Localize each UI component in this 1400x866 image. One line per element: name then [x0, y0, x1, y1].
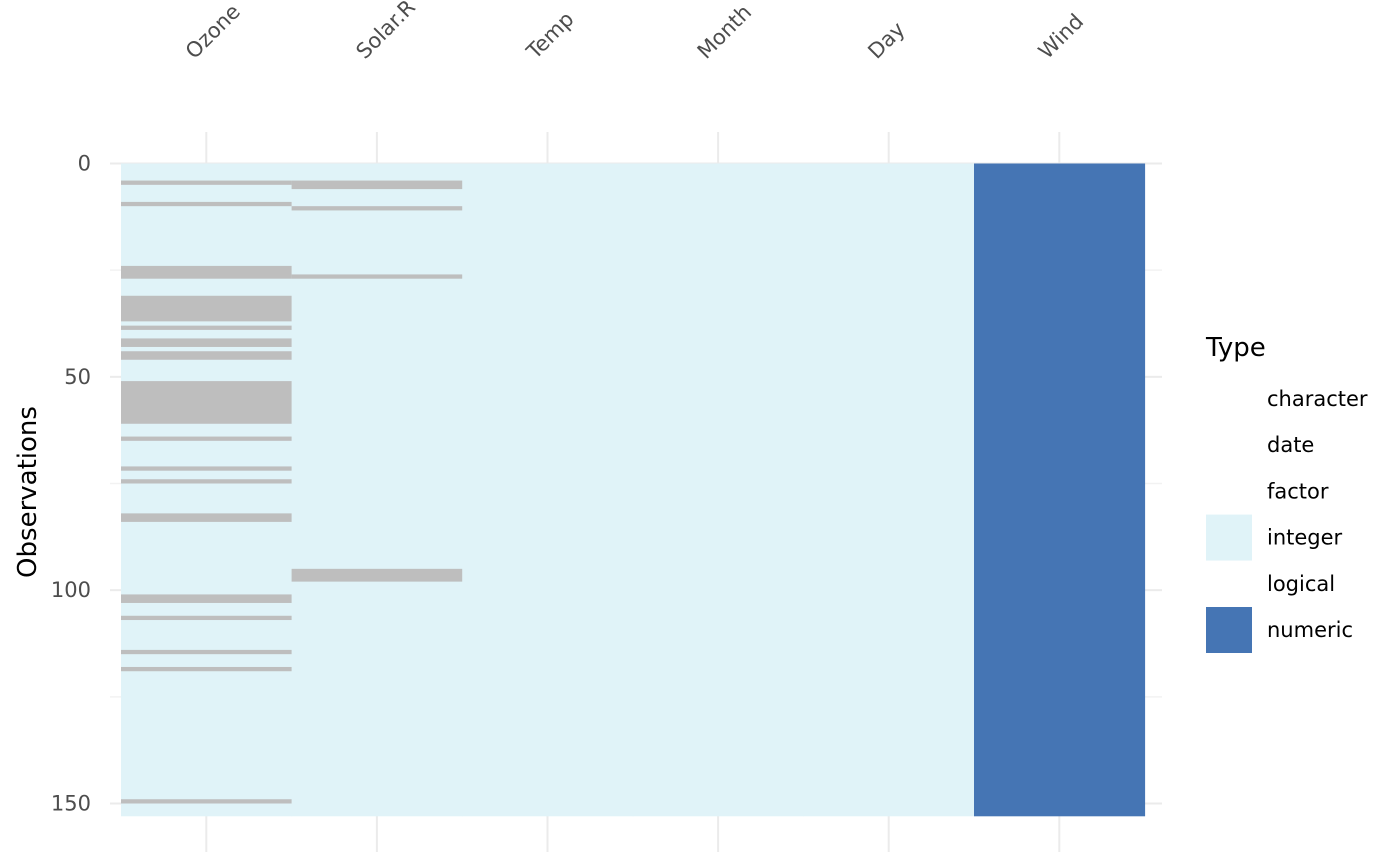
y-tick-label: 0	[78, 152, 91, 176]
x-tick-label: Day	[863, 17, 909, 63]
missing-bar-ozone	[121, 436, 292, 441]
missing-bar-solar-r	[291, 274, 463, 279]
missing-bar-ozone	[121, 649, 292, 655]
y-axis-title: Observations	[13, 406, 43, 578]
legend-label-factor: factor	[1267, 479, 1329, 503]
x-tick-labels: Ozone Solar.R Temp Month Day Wind	[181, 0, 1088, 64]
missing-bar-ozone	[121, 799, 292, 804]
legend-key-factor	[1206, 468, 1252, 515]
legend-label-date: date	[1267, 433, 1314, 457]
y-tick-label: 100	[51, 578, 91, 602]
x-tick-label: Ozone	[181, 0, 245, 64]
type-tile-temp	[462, 163, 634, 817]
missing-bar-solar-r	[291, 568, 463, 582]
x-tick-label: Wind	[1034, 9, 1088, 63]
type-tile-month	[632, 163, 804, 817]
missing-bar-ozone	[121, 666, 292, 672]
missing-bar-ozone	[121, 180, 292, 185]
y-tick-label: 150	[51, 792, 91, 816]
legend-key-character	[1206, 376, 1252, 422]
missing-bar-ozone	[121, 338, 292, 347]
legend-key-numeric	[1206, 607, 1252, 653]
legend-key-integer	[1206, 514, 1252, 561]
missing-bar-ozone	[121, 351, 292, 360]
missing-bar-ozone	[121, 513, 292, 522]
missing-bar-ozone	[121, 615, 292, 621]
missing-bar-ozone	[121, 466, 292, 471]
type-tile-ozone	[121, 163, 293, 817]
legend-label-logical: logical	[1267, 572, 1335, 596]
legend: Type character date factor integer logical nu…	[1205, 333, 1368, 653]
y-tick-label: 50	[64, 365, 91, 389]
x-tick-label: Temp	[521, 7, 578, 64]
legend-label-numeric: numeric	[1267, 618, 1353, 642]
legend-key-logical	[1206, 560, 1252, 607]
missing-bar-ozone	[121, 295, 292, 322]
missing-bar-ozone	[121, 381, 292, 424]
missing-bar-ozone	[121, 201, 292, 207]
x-tick-label: Solar.R	[351, 0, 419, 64]
legend-title: Type	[1205, 333, 1266, 363]
missing-bar-ozone	[121, 479, 292, 484]
x-tick-label: Month	[693, 0, 757, 64]
type-tile-solar-r	[291, 163, 463, 817]
legend-label-character: character	[1267, 387, 1368, 411]
type-tile-day	[803, 163, 975, 817]
missing-bar-solar-r	[291, 180, 463, 190]
missing-bar-solar-r	[291, 206, 463, 211]
y-tick-labels: 0 50 100 150	[51, 152, 91, 816]
legend-label-integer: integer	[1267, 526, 1343, 550]
missing-bar-ozone	[121, 265, 292, 279]
missing-bar-ozone	[121, 325, 292, 330]
missing-bar-ozone	[121, 594, 292, 603]
missing-value-bars	[121, 180, 463, 804]
type-tiles	[121, 163, 1146, 817]
legend-key-date	[1206, 422, 1252, 469]
type-tile-wind	[974, 163, 1146, 817]
